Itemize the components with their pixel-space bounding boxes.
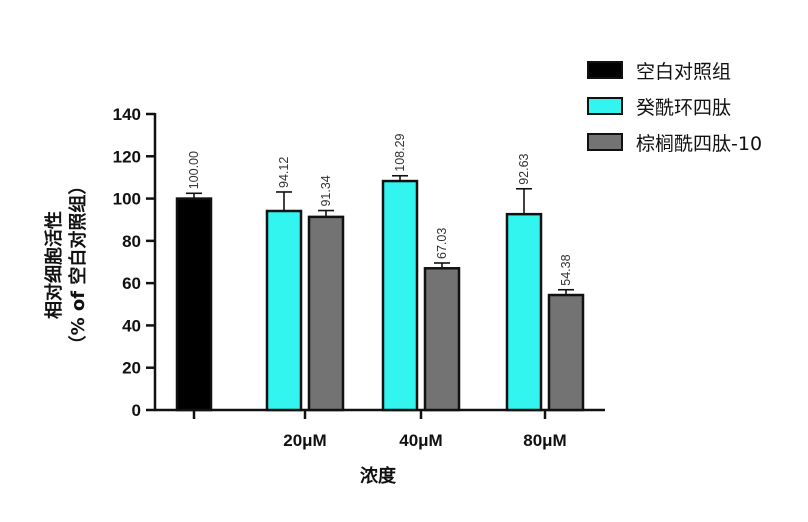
bar — [505, 212, 543, 412]
x-tick-label: 80μM — [523, 431, 566, 450]
bar — [175, 197, 213, 412]
y-tick-label: 0 — [132, 401, 141, 420]
legend-label: 癸酰环四肽 — [636, 97, 731, 119]
data-label: 100.00 — [187, 151, 201, 189]
data-label: 67.03 — [435, 228, 449, 259]
data-label: 108.29 — [393, 133, 407, 171]
y-axis-title: 相对细胞活性 （% of 空白对照组） — [43, 177, 89, 354]
bar — [307, 215, 345, 412]
legend-swatch — [587, 61, 623, 79]
data-label: 92.63 — [517, 153, 531, 184]
y-axis-title-line2: （% of 空白对照组） — [67, 177, 89, 354]
bar — [423, 267, 461, 412]
plot-area: 0 20 40 60 80 100 120 140 100.00 20μM 94.12 91.34 40… — [113, 105, 605, 450]
y-tick-label: 40 — [122, 316, 141, 335]
legend-swatch — [587, 97, 623, 115]
x-tick-label: 40μM — [399, 431, 442, 450]
legend-label: 棕榈酰四肽-10 — [636, 133, 762, 155]
y-tick-label: 120 — [113, 147, 141, 166]
bar — [381, 179, 419, 412]
y-tick-label: 100 — [113, 190, 141, 209]
x-axis-title: 浓度 — [360, 465, 397, 487]
legend-swatch — [587, 133, 623, 151]
bar — [265, 209, 303, 412]
data-label: 54.38 — [559, 254, 573, 285]
x-tick-label: 20μM — [283, 431, 326, 450]
data-label: 91.34 — [319, 175, 333, 206]
data-label: 94.12 — [277, 157, 291, 188]
bar — [547, 293, 585, 412]
y-tick-label: 20 — [122, 359, 141, 378]
legend-label: 空白对照组 — [636, 61, 731, 83]
y-tick-label: 60 — [122, 274, 141, 293]
y-axis-title-line1: 相对细胞活性 — [43, 211, 65, 319]
y-tick-label: 140 — [113, 105, 141, 124]
y-tick-label: 80 — [122, 232, 141, 251]
